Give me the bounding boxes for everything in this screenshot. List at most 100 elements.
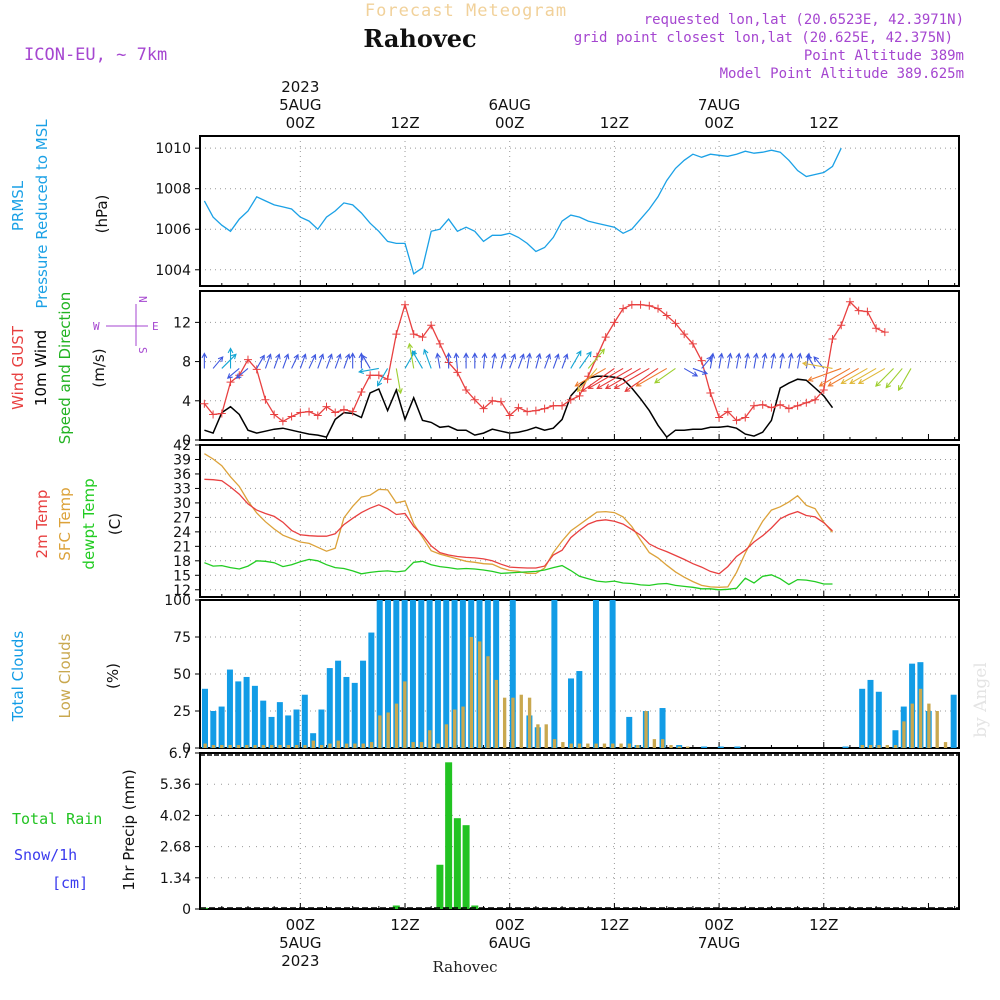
wind-arrow [435, 352, 441, 369]
wind-arrow [726, 352, 733, 369]
total-cloud-bar [892, 730, 899, 748]
low-cloud-bar [419, 742, 424, 748]
ytick-label: 15 [173, 568, 191, 584]
low-cloud-bar [502, 697, 507, 748]
wind-arrow [596, 367, 633, 390]
wind-arrow [325, 353, 333, 369]
ytick-label: 33 [173, 481, 191, 497]
low-cloud-bar [228, 745, 232, 748]
wind-arrow [570, 350, 582, 369]
panel-frame [199, 290, 960, 441]
low-cloud-bar [303, 745, 307, 748]
compass-rose: W E N S [93, 296, 159, 354]
wind-arrow [701, 356, 713, 369]
gust-marker [758, 400, 767, 409]
ytick-label: 25 [173, 704, 191, 720]
time-label: 12Z [809, 114, 838, 132]
total-cloud-bar [268, 716, 275, 748]
gust-marker [331, 408, 340, 417]
total-cloud-bar [393, 600, 400, 748]
total-cloud-bar [351, 682, 358, 748]
wind-arrow [818, 367, 851, 387]
total-cloud-bar [867, 679, 874, 748]
direction-label: Speed and Direction [56, 292, 74, 445]
wind-arrow [343, 353, 351, 369]
gust-marker [462, 386, 471, 395]
gust-marker [374, 371, 383, 380]
gust-marker [688, 339, 697, 348]
gust-marker [348, 407, 357, 416]
gust-marker [488, 396, 497, 405]
gust-marker [305, 407, 314, 416]
gust-marker [723, 407, 732, 416]
low-cloud-bar [544, 724, 548, 748]
ytick-label: 0 [182, 741, 191, 757]
time-label: 00Z [704, 114, 733, 132]
compass-n: N [136, 296, 149, 303]
dewpt-line [204, 558, 833, 591]
location-title: Rahovec [363, 24, 476, 53]
ytick-label: 4 [182, 394, 191, 410]
low-cloud-bar [461, 706, 465, 748]
gust-marker [872, 324, 881, 333]
low-cloud-bar [394, 703, 399, 748]
gust-marker [619, 304, 628, 313]
total-cloud-bar [368, 632, 375, 748]
low-cloud-bar [369, 742, 374, 748]
total-cloud-bar [285, 715, 292, 748]
wind-arrow [445, 352, 452, 369]
gust-marker [200, 399, 209, 408]
gust-marker [863, 307, 872, 316]
total-cloud-bar [493, 600, 500, 748]
low-cloud-bar [428, 730, 432, 748]
gust-marker [601, 333, 610, 342]
wind-arrow [709, 352, 716, 369]
gust-marker [680, 330, 689, 339]
rain-bar [436, 864, 444, 909]
ytick-label: 12 [173, 583, 191, 599]
ytick-label: 12 [173, 315, 191, 331]
ytick-label: 39 [173, 452, 191, 468]
gust-marker [741, 413, 750, 422]
gust-marker [819, 386, 828, 395]
total-cloud-bar [343, 676, 350, 748]
total-cloud-bar [859, 688, 866, 748]
gust-marker [479, 404, 488, 413]
wind-arrow [317, 353, 325, 369]
time-label: 12Z [390, 916, 419, 934]
total-cloud-bar [409, 600, 416, 748]
wind-arrow [463, 352, 469, 369]
sfc-temp-line [204, 453, 833, 588]
gust-marker [662, 311, 671, 320]
time-label: 7AUG [698, 96, 740, 114]
wind-arrow [587, 348, 606, 369]
low-cloud-bar [378, 715, 382, 748]
low-cloud-bar [469, 637, 474, 748]
total-cloud-bar [434, 600, 441, 748]
gust-marker [470, 395, 479, 404]
ytick-label: 0 [182, 902, 191, 918]
time-label: 2023 [281, 952, 319, 970]
time-label: 12Z [390, 114, 419, 132]
low-cloud-bar [494, 679, 498, 748]
ytick-label: 6.7 [169, 746, 191, 762]
ytick-label: 1004 [155, 263, 191, 279]
low-cloud-bar [943, 742, 948, 748]
gust-marker [383, 375, 392, 384]
wind-arrow [423, 348, 432, 369]
wind-arrow [787, 352, 794, 369]
wind-arrow [226, 368, 240, 379]
point-altitude: Point Altitude 389m [804, 48, 964, 64]
total-cloud-bar [243, 676, 250, 748]
gust-marker [828, 335, 837, 344]
model-label: ICON-EU, ~ 7km [24, 45, 167, 65]
total-cloud-bar [418, 600, 425, 748]
gust-marker [854, 306, 863, 315]
time-label: 5AUG [279, 934, 321, 952]
wind-arrow [308, 353, 317, 369]
low-cloud-bar [411, 742, 415, 748]
total-cloud-bar [568, 678, 575, 748]
wind10-label: 10m Wind [32, 330, 50, 406]
wind-arrow [885, 368, 903, 389]
